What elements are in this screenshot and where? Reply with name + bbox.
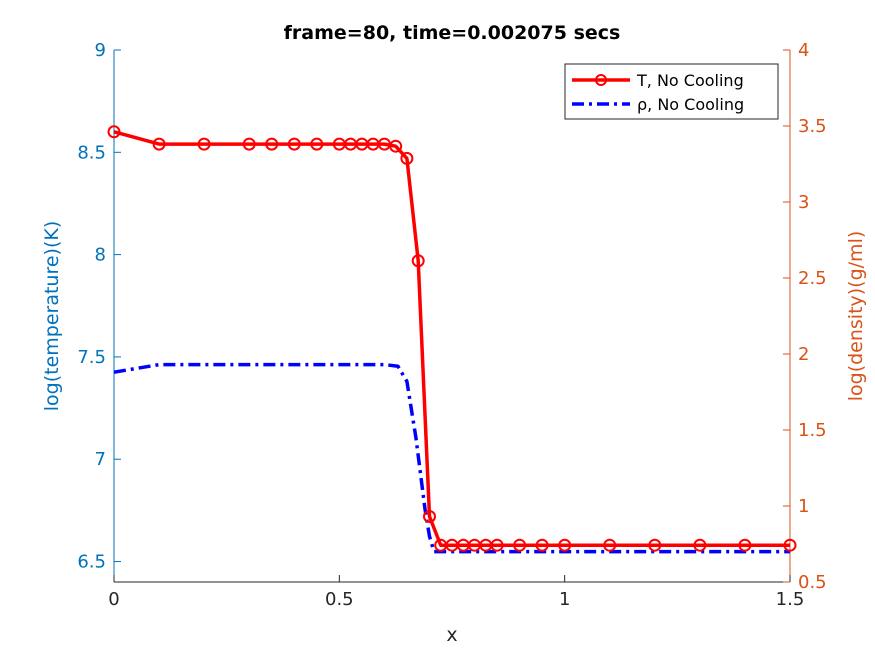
y-left-tick-label: 7 [95, 449, 106, 470]
y-axis-left-label: log(temperature)(K) [41, 221, 63, 412]
temperature-point [490, 538, 504, 552]
y-right-tick-label: 4 [798, 40, 809, 61]
series-layer [107, 125, 797, 554]
temperature-point [265, 137, 279, 151]
temperature-point [400, 151, 414, 165]
y-left-tick-label: 8.5 [77, 142, 106, 163]
plot-area [114, 50, 790, 582]
temperature-point [648, 538, 662, 552]
legend-box [564, 63, 779, 120]
y-axis-right-label: log(density)(g/ml) [845, 231, 867, 402]
temperature-point [783, 538, 797, 552]
y-left-tick-label: 7.5 [77, 347, 106, 368]
chart-title: frame=80, time=0.002075 secs [284, 22, 621, 44]
y-right-tick-label: 1.5 [798, 420, 827, 441]
x-tick-label: 0 [108, 589, 119, 610]
temperature-point [535, 538, 549, 552]
temperature-point [423, 510, 436, 523]
temperature-point [242, 137, 256, 151]
y-left-tick-label: 8 [95, 245, 106, 266]
series-line-temperature [113, 130, 790, 547]
y-left-tick-label: 9 [95, 40, 106, 61]
temperature-point [513, 538, 527, 552]
legend: T, No Cooling ρ, No Cooling [564, 63, 779, 120]
x-tick-label: 1.5 [776, 589, 805, 610]
temperature-point [411, 254, 425, 268]
y-right-tick-label: 1 [798, 496, 809, 517]
legend-marker-temperature [595, 74, 607, 86]
temperature-point [389, 139, 403, 153]
temperature-point [107, 125, 121, 139]
temperature-point [152, 137, 166, 151]
y-right-tick-label: 3 [798, 192, 809, 213]
y-left-tick-label: 6.5 [77, 552, 106, 573]
y-right-tick-label: 2.5 [798, 268, 827, 289]
temperature-point [197, 137, 211, 151]
temperature-point [603, 538, 617, 552]
y-right-tick-label: 2 [798, 344, 809, 365]
legend-label-density: ρ, No Cooling [637, 95, 744, 114]
temperature-point [310, 137, 324, 151]
temperature-point [558, 538, 572, 552]
y-right-tick-label: 3.5 [798, 116, 827, 137]
x-axis-label: x [446, 624, 457, 646]
temperature-point [693, 538, 707, 552]
x-tick-label: 1 [559, 589, 570, 610]
temperature-point [738, 538, 752, 552]
legend-label-temperature: T, No Cooling [636, 71, 744, 90]
axes-group: 0 0.5 1 1.5 6.5 7 7.5 8 8.5 9 0.5 1 1.5 2 2.5 3 3.5 4 [77, 40, 826, 610]
temperature-point [287, 137, 301, 151]
y-right-tick-label: 0.5 [798, 572, 827, 593]
x-tick-label: 0.5 [325, 589, 354, 610]
